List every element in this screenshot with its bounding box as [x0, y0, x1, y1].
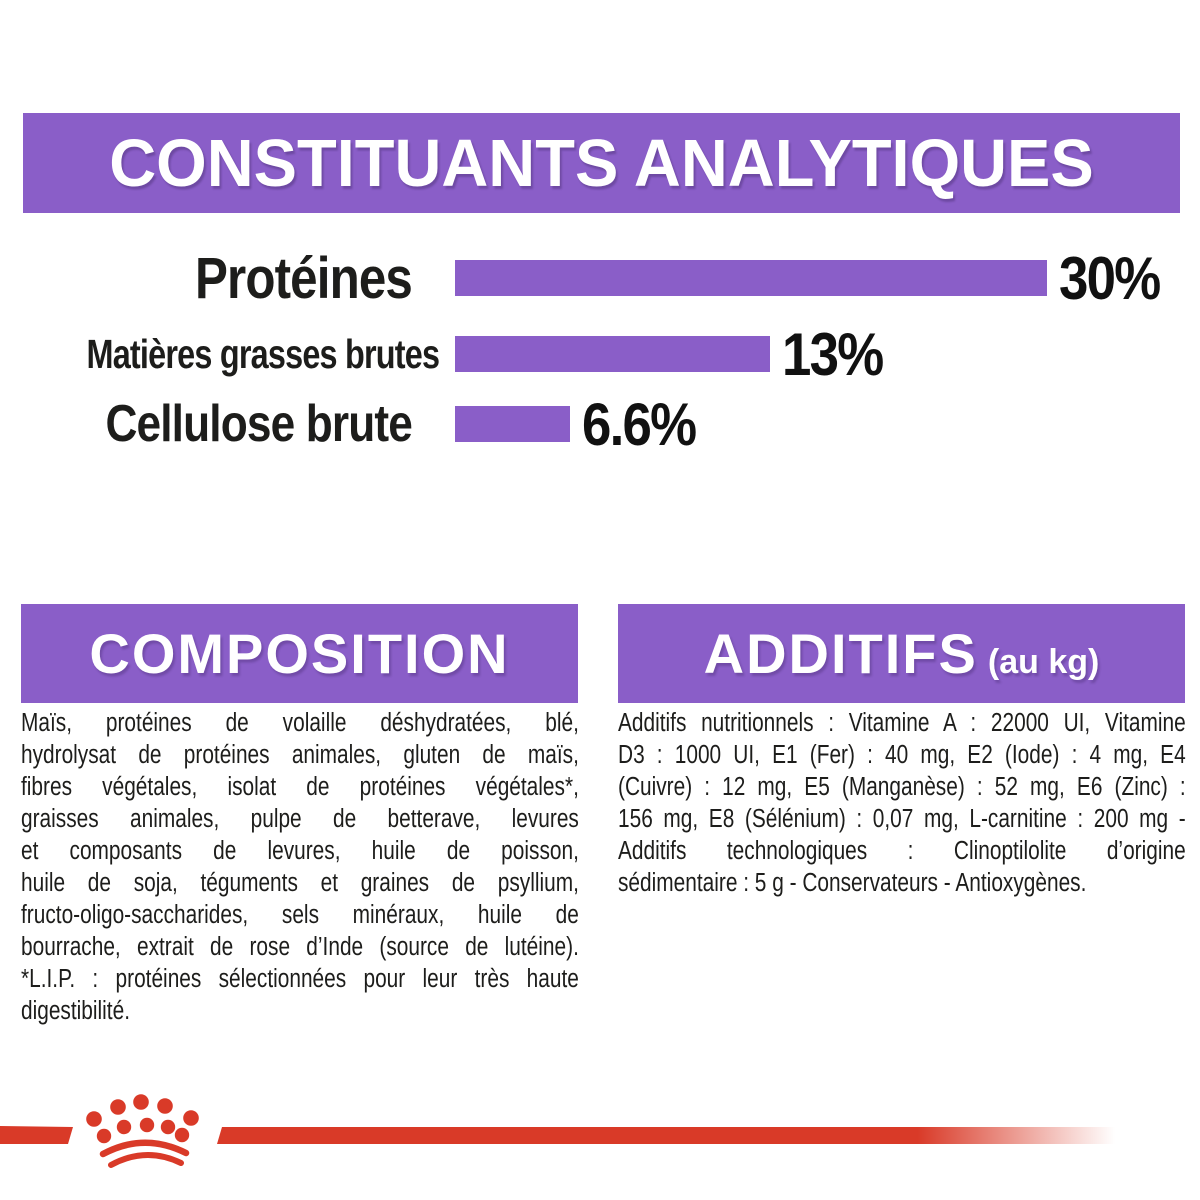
analytical-constituents-banner: CONSTITUANTS ANALYTIQUES	[23, 113, 1180, 213]
additives-heading: ADDITIFS (au kg)	[704, 621, 1100, 686]
text-line: et composants de levures, huile de poiss…	[21, 837, 579, 865]
chart-row: Matières grasses brutes 13%	[0, 318, 1200, 390]
chart-value-label: 6.6%	[582, 390, 697, 458]
additives-heading-text: ADDITIFS	[703, 622, 978, 685]
text-line: fibres végétales, isolat de protéines vé…	[21, 773, 579, 801]
chart-value-label: 30%	[1059, 244, 1161, 312]
text-line: fructo-oligo-saccharides, sels minéraux,…	[21, 901, 579, 929]
additives-heading-suffix: (au kg)	[987, 643, 1100, 681]
chart-category-label: Cellulose brute	[105, 395, 413, 453]
composition-paragraph: Maïs, protéines de volaille déshydratées…	[21, 707, 579, 1027]
additives-header-box: ADDITIFS (au kg)	[618, 604, 1185, 703]
additives-paragraph: Additifs nutritionnels : Vitamine A : 22…	[618, 707, 1186, 899]
red-band-left	[0, 1126, 73, 1144]
chart-bar	[455, 260, 1047, 296]
text-line: bourrache, extrait de rose d’Inde (sourc…	[21, 933, 579, 961]
text-line: (Cuivre) : 12 mg, E5 (Manganèse) : 52 mg…	[618, 773, 1186, 801]
chart-row: Protéines 30%	[0, 242, 1200, 314]
text-line: Additifs nutritionnels : Vitamine A : 22…	[618, 709, 1186, 737]
chart-row: Cellulose brute 6.6%	[0, 388, 1200, 460]
chart-value-label: 13%	[782, 320, 884, 388]
chart-category-label: Protéines	[194, 245, 413, 311]
red-band-right	[217, 1127, 1115, 1144]
chart-bar	[455, 406, 570, 442]
chart-bar	[455, 336, 770, 372]
text-line: graisses animales, pulpe de betterave, l…	[21, 805, 579, 833]
text-line: *L.I.P. : protéines sélectionnées pour l…	[21, 965, 579, 993]
text-line: Maïs, protéines de volaille déshydratées…	[21, 709, 579, 737]
composition-header-box: COMPOSITION	[21, 604, 578, 703]
text-line: Additifs technologiques : Clinoptilolite…	[618, 837, 1186, 865]
text-line: 156 mg, E8 (Sélénium) : 0,07 mg, L-carni…	[618, 805, 1186, 833]
composition-heading: COMPOSITION	[89, 622, 510, 685]
text-line: sédimentaire : 5 g - Conservateurs - Ant…	[618, 869, 1087, 897]
text-line: digestibilité.	[21, 997, 130, 1025]
brand-footer	[0, 1094, 1115, 1168]
text-line: huile de soja, téguments et graines de p…	[21, 869, 579, 897]
text-line: D3 : 1000 UI, E1 (Fer) : 40 mg, E2 (Iode…	[618, 741, 1186, 769]
text-line: hydrolysat de protéines animales, gluten…	[21, 741, 579, 769]
page-title: CONSTITUANTS ANALYTIQUES	[109, 125, 1094, 201]
chart-category-label: Matières grasses brutes	[86, 330, 441, 377]
analytical-constituents-chart: Protéines 30% Matières grasses brutes 13…	[0, 238, 1200, 468]
royal-canin-crown-icon	[86, 1094, 199, 1168]
